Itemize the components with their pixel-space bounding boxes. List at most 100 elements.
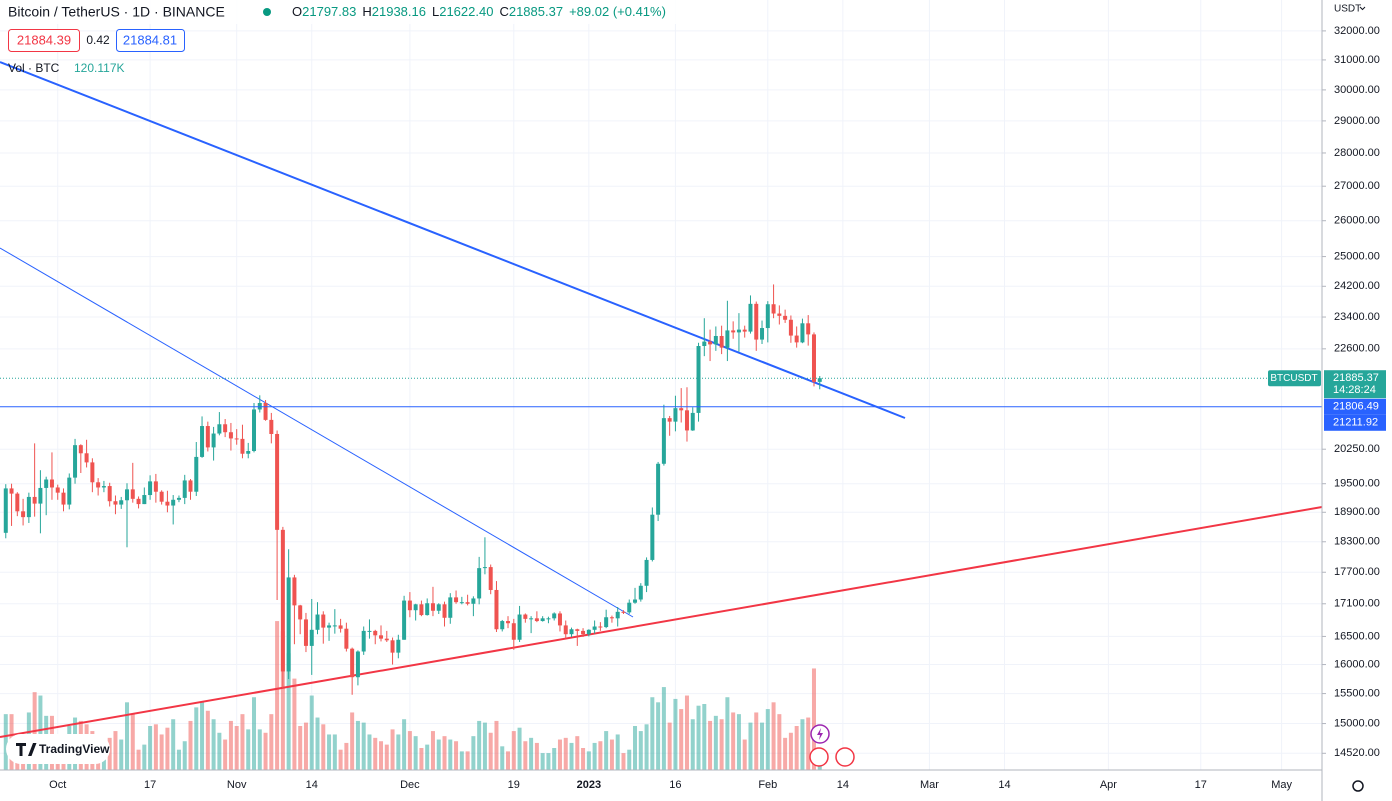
volume-bar [557, 739, 562, 770]
time-axis[interactable] [0, 770, 1392, 801]
candle-body [211, 433, 216, 448]
candle-body [171, 499, 176, 506]
y-tick-label: 20250.00 [1334, 443, 1380, 455]
volume-bar [176, 749, 181, 770]
candle-body [419, 604, 424, 616]
candle-body [765, 304, 770, 329]
volume-bar [280, 631, 285, 770]
volume-bar [119, 739, 124, 770]
candle-body [119, 500, 124, 505]
volume-bar [200, 702, 205, 770]
candle-body [679, 408, 684, 411]
volume-bar [627, 749, 632, 770]
candle-body [26, 496, 31, 518]
volume-bar [477, 720, 482, 770]
volume-bar [448, 739, 453, 770]
symbol-title[interactable]: Bitcoin / TetherUS · 1D · BINANCE [8, 4, 225, 20]
candle-body [563, 625, 568, 635]
volume-bar [673, 698, 678, 770]
x-tick-label: 19 [508, 779, 520, 791]
candle-body [125, 489, 130, 501]
market-status[interactable] [263, 8, 271, 16]
volume-bar [327, 734, 332, 770]
candle-body [3, 488, 8, 533]
volume-bar [430, 731, 435, 770]
candle-body [736, 329, 741, 333]
candle-body [557, 613, 562, 626]
x-tick-label: 17 [1195, 779, 1207, 791]
settings-icon[interactable] [1352, 780, 1364, 792]
currency-caret [1359, 6, 1366, 11]
candle-body [817, 378, 822, 382]
volume-bar [719, 719, 724, 770]
volume-bar [713, 715, 718, 770]
candle-body [107, 486, 112, 502]
candle-body [90, 462, 95, 483]
volume-bar [269, 714, 274, 770]
candle-body [298, 605, 303, 620]
candle-body [9, 488, 14, 494]
l-label: L [432, 4, 439, 19]
candle-body [713, 335, 718, 345]
volume-bar [3, 714, 8, 770]
sell-box[interactable] [8, 29, 80, 52]
candle-body [309, 629, 314, 646]
countdown: 14:28:24 [1333, 384, 1376, 396]
candle-body [471, 598, 476, 604]
volume-bar [725, 697, 730, 770]
candle-body [523, 614, 528, 619]
candle-body [465, 602, 470, 604]
bid[interactable]: 21884.39 [17, 32, 71, 47]
volume-bar [552, 748, 557, 770]
trend-line-thin[interactable] [0, 247, 634, 618]
y-tick-label: 19500.00 [1334, 478, 1380, 490]
candle-body [788, 319, 793, 336]
x-tick-label: 17 [144, 779, 156, 791]
candle-body [454, 597, 459, 603]
volume-bar [252, 697, 257, 770]
candle-body [315, 614, 320, 630]
volume-bar [482, 722, 487, 770]
y-tick-label: 24200.00 [1334, 280, 1380, 292]
candle-body [806, 323, 811, 335]
volume-label[interactable]: Vol · BTC [8, 61, 60, 75]
candle-body [488, 567, 493, 590]
price-label-bg [1324, 398, 1386, 415]
candle-body [78, 445, 83, 454]
volume-bar [563, 737, 568, 770]
y-tick-label: 28000.00 [1334, 147, 1380, 159]
volume-bar [419, 748, 424, 770]
volume-bar [765, 709, 770, 770]
candle-body [696, 346, 701, 413]
economic-event[interactable] [809, 747, 829, 767]
volume-bar [257, 729, 262, 770]
candle-body [581, 630, 586, 635]
candle-body [188, 480, 193, 492]
economic-event[interactable] [835, 747, 855, 767]
candle-body [569, 629, 574, 635]
volume-bar [338, 749, 343, 770]
ask[interactable]: 21884.81 [123, 32, 177, 47]
candle-body [690, 412, 695, 431]
candle-body [661, 418, 666, 464]
volume-bar [748, 722, 753, 770]
buy-box[interactable] [116, 29, 185, 52]
candle-body [719, 335, 724, 348]
trend-line-main[interactable] [0, 61, 906, 419]
volume-bar [454, 741, 459, 770]
candle-body [448, 597, 453, 618]
volume-bar [142, 744, 147, 770]
y-tick-label: 16000.00 [1334, 658, 1380, 670]
candle-body [176, 497, 181, 500]
logo-badge[interactable] [6, 734, 110, 764]
candle-body [413, 604, 418, 611]
candle-body [794, 335, 799, 343]
candle-body [436, 604, 441, 611]
symbol-tag-bg [1268, 370, 1321, 387]
candle-body [113, 501, 118, 505]
support-line[interactable] [0, 506, 1323, 738]
currency-label[interactable]: USDT [1334, 4, 1361, 15]
volume-bar [367, 734, 372, 770]
h-label: H [362, 4, 371, 19]
